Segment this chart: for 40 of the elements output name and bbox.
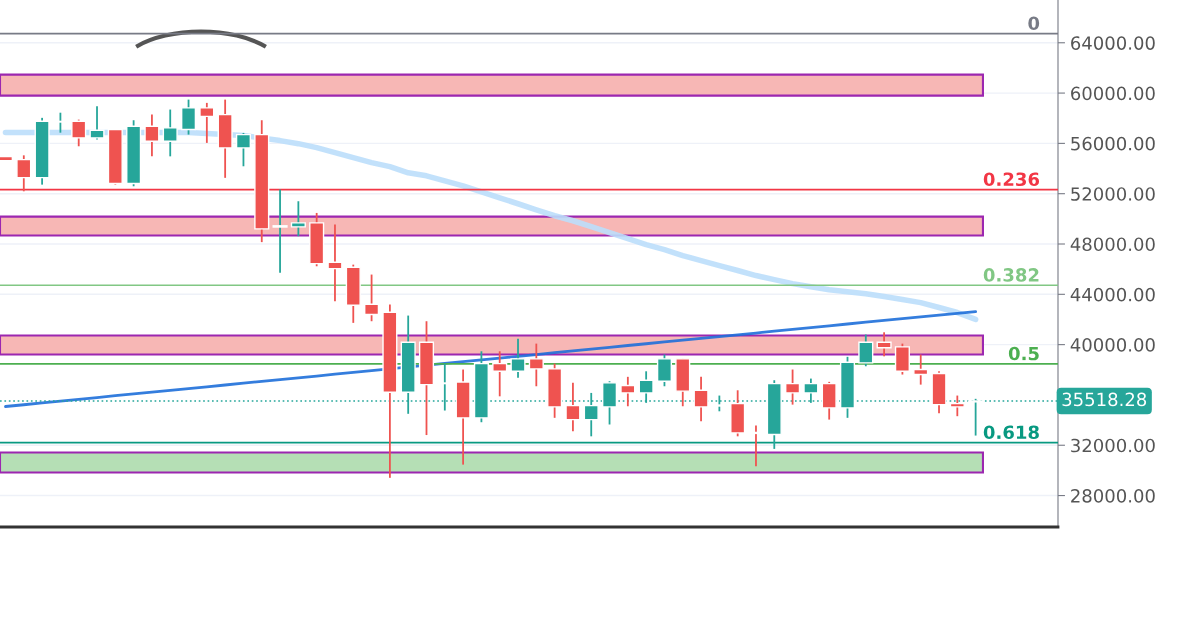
ref-line-label: 35518.28 — [1062, 392, 1147, 407]
candlestick — [89, 105, 105, 141]
candlestick — [620, 375, 636, 408]
candlestick — [16, 154, 32, 193]
candlestick — [638, 370, 654, 404]
candlestick — [364, 273, 380, 323]
candlestick — [510, 337, 526, 379]
candlestick — [144, 113, 160, 158]
y-tick-label: 32000.00 — [1071, 438, 1155, 453]
candlestick — [272, 188, 288, 274]
annotation: 0.618 — [983, 425, 1039, 440]
candlestick — [327, 223, 343, 303]
candlestick — [565, 381, 581, 433]
annotation: 0.236 — [983, 172, 1040, 187]
candlestick — [528, 342, 544, 388]
y-tick-label: 40000.00 — [1070, 338, 1155, 352]
candlestick — [492, 350, 508, 398]
line-series — [4, 310, 978, 408]
candlestick — [235, 132, 252, 168]
candlestick — [785, 368, 801, 406]
y-tick-label: 60000.00 — [1071, 86, 1155, 101]
y-tick-label: 28000.00 — [1071, 489, 1155, 503]
candlestick — [949, 394, 965, 418]
candlestick — [199, 101, 215, 144]
y-tick-label: 44000.00 — [1070, 287, 1155, 302]
candlestick — [162, 108, 178, 158]
candlestick — [180, 98, 197, 136]
y-tick-label: 56000.00 — [1071, 136, 1155, 151]
y-tick-label: 48000.00 — [1070, 237, 1155, 252]
y-tick-label: 64000.00 — [1071, 36, 1155, 50]
candlestick — [913, 353, 929, 386]
annotation: 0.5 — [1008, 346, 1039, 361]
y-tick-label: 52000.00 — [1071, 187, 1155, 201]
candlestick — [693, 375, 709, 423]
candlestick — [858, 333, 874, 368]
candlestick — [656, 353, 673, 388]
candlestick — [290, 200, 306, 238]
annotation: 0.382 — [983, 268, 1039, 282]
annotation: 0 — [1028, 16, 1040, 31]
candlestick — [71, 118, 87, 148]
